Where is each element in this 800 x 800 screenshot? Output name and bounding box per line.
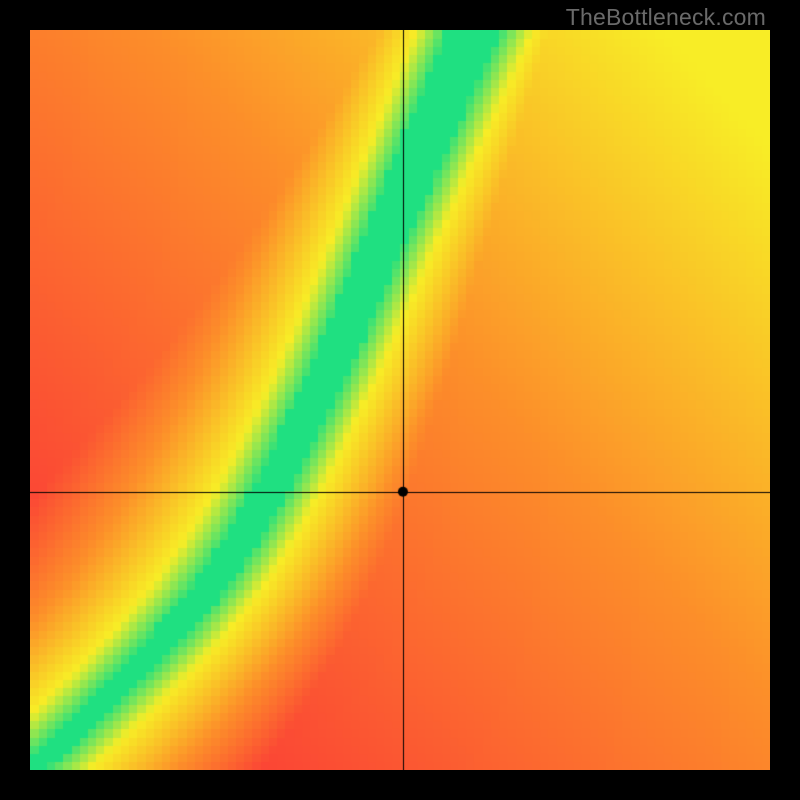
chart-container: TheBottleneck.com [0,0,800,800]
watermark-text: TheBottleneck.com [566,4,766,31]
bottleneck-heatmap [30,30,770,770]
